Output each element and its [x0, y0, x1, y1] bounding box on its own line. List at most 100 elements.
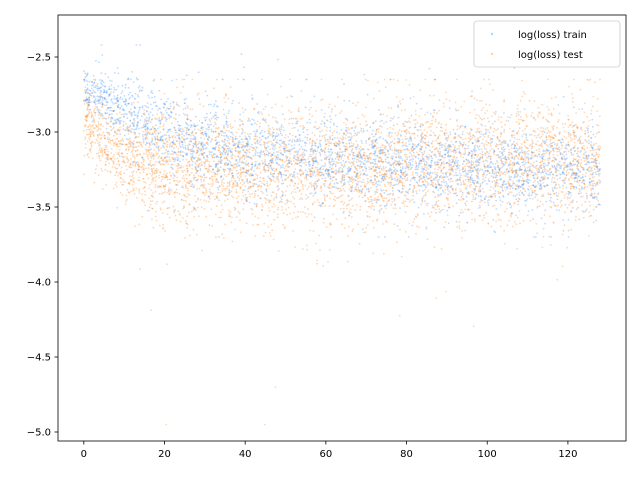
scatter-point: [221, 208, 224, 211]
scatter-point: [216, 170, 219, 173]
scatter-point: [588, 200, 591, 203]
scatter-point: [223, 193, 226, 196]
scatter-point: [258, 162, 261, 165]
scatter-point: [209, 170, 211, 172]
scatter-point: [427, 212, 429, 215]
scatter-point: [190, 210, 193, 213]
scatter-point: [263, 167, 266, 170]
scatter-point: [442, 167, 444, 170]
scatter-point: [169, 153, 172, 156]
scatter-point: [184, 102, 186, 105]
scatter-point: [270, 154, 273, 157]
scatter-point: [534, 190, 536, 192]
scatter-point: [140, 161, 143, 164]
scatter-point: [211, 192, 214, 195]
scatter-point: [556, 142, 559, 145]
scatter-point: [190, 135, 192, 137]
scatter-point: [428, 67, 431, 70]
scatter-point: [311, 147, 314, 150]
scatter-point: [438, 109, 440, 112]
scatter-point: [348, 153, 351, 156]
scatter-point: [99, 137, 102, 140]
scatter-point: [278, 187, 280, 190]
scatter-point: [513, 144, 516, 147]
scatter-point: [287, 175, 290, 178]
scatter-point: [209, 165, 211, 168]
scatter-point: [218, 133, 221, 136]
scatter-point: [293, 171, 295, 174]
scatter-point: [383, 183, 386, 186]
scatter-point: [96, 126, 98, 129]
scatter-point: [311, 167, 314, 170]
scatter-point: [337, 162, 340, 164]
scatter-point: [373, 168, 376, 171]
scatter-point: [100, 44, 103, 46]
scatter-point: [202, 105, 205, 108]
scatter-point: [401, 190, 404, 193]
scatter-point: [367, 148, 370, 151]
scatter-point: [127, 159, 130, 162]
scatter-point: [235, 169, 238, 172]
scatter-point: [464, 138, 467, 140]
scatter-point: [430, 211, 433, 214]
scatter-point: [253, 141, 256, 144]
scatter-point: [451, 167, 453, 170]
scatter-point: [481, 156, 484, 159]
scatter-point: [379, 120, 382, 123]
scatter-point: [500, 142, 502, 144]
scatter-point: [484, 152, 487, 155]
scatter-point: [339, 166, 342, 169]
scatter-point: [290, 144, 293, 147]
scatter-point: [261, 78, 263, 81]
scatter-point: [194, 168, 197, 170]
scatter-point: [363, 172, 365, 175]
scatter-point: [582, 121, 584, 124]
scatter-point: [513, 150, 516, 153]
scatter-point: [326, 119, 328, 122]
scatter-point: [99, 151, 102, 154]
scatter-point: [453, 157, 456, 159]
scatter-point: [423, 172, 426, 175]
scatter-point: [105, 160, 107, 163]
scatter-point: [332, 172, 335, 174]
scatter-point: [374, 191, 376, 193]
scatter-point: [257, 185, 259, 188]
scatter-point: [373, 135, 376, 138]
scatter-point: [541, 131, 544, 134]
scatter-point: [193, 174, 195, 177]
scatter-point: [413, 185, 415, 187]
scatter-point: [197, 128, 200, 131]
scatter-point: [528, 162, 530, 164]
scatter-point: [376, 163, 378, 166]
scatter-point: [438, 178, 440, 181]
scatter-point: [417, 157, 420, 160]
scatter-point: [306, 248, 308, 251]
scatter-point: [550, 181, 553, 183]
scatter-point: [496, 179, 498, 182]
scatter-point: [401, 98, 404, 101]
scatter-point: [385, 175, 388, 177]
scatter-point: [275, 155, 278, 158]
scatter-point: [421, 177, 424, 180]
scatter-point: [389, 157, 392, 159]
scatter-point: [464, 168, 467, 170]
scatter-point: [484, 154, 487, 157]
scatter-point: [358, 148, 361, 151]
scatter-point: [359, 165, 362, 168]
scatter-point: [277, 206, 280, 209]
scatter-point: [227, 173, 230, 176]
scatter-point: [216, 78, 218, 81]
scatter-point: [291, 95, 294, 98]
scatter-point: [300, 169, 303, 172]
scatter-point: [192, 186, 195, 189]
scatter-point: [271, 157, 274, 160]
scatter-point: [134, 137, 137, 140]
scatter-point: [301, 185, 304, 188]
scatter-point: [110, 125, 113, 128]
scatter-point: [511, 136, 514, 139]
scatter-point: [525, 113, 528, 116]
scatter-point: [233, 177, 236, 180]
scatter-point: [291, 134, 294, 137]
scatter-point: [451, 187, 453, 190]
scatter-point: [124, 162, 127, 164]
